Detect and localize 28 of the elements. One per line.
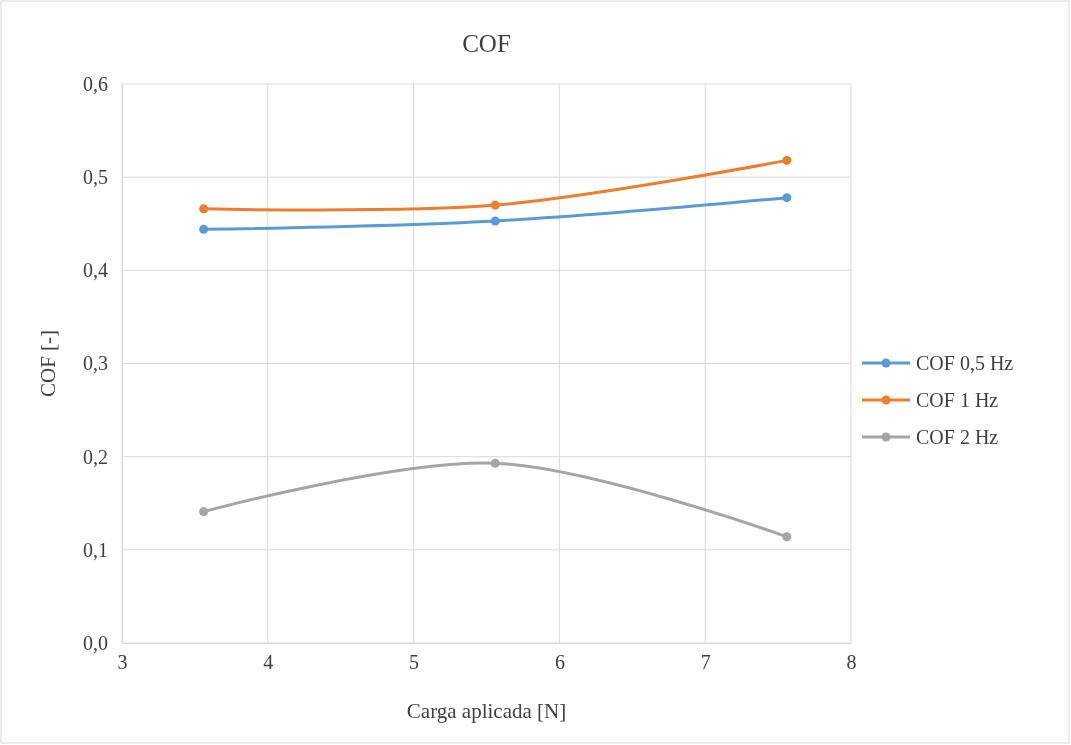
point: [490, 200, 500, 210]
point: [490, 458, 500, 468]
x-tick-label: 6: [554, 651, 565, 674]
y-axis-title: COF [-]: [36, 329, 60, 398]
point: [782, 193, 792, 203]
x-axis-title: Carga aplicada [N]: [406, 699, 567, 723]
point: [199, 507, 209, 517]
x-tick-label: 4: [263, 651, 274, 674]
legend-label: COF 1 Hz: [916, 389, 999, 411]
x-tick-label: 5: [409, 651, 420, 674]
point: [782, 532, 792, 542]
y-tick-label: 0,1: [83, 538, 108, 561]
point: [199, 204, 209, 214]
y-tick-label: 0,5: [83, 166, 108, 189]
y-tick-label: 0,2: [83, 445, 108, 468]
point: [199, 224, 209, 234]
y-tick-label: 0,4: [83, 259, 108, 282]
x-tick-label: 8: [846, 651, 857, 674]
chart-title: COF: [462, 30, 511, 57]
point: [782, 155, 792, 165]
legend-label: COF 2 Hz: [916, 426, 999, 448]
x-tick-label: 7: [700, 651, 711, 674]
y-tick-label: 0,3: [83, 352, 108, 375]
y-tick-label: 0,0: [83, 631, 108, 654]
point: [490, 216, 500, 226]
y-tick-label: 0,6: [83, 72, 108, 95]
legend-label: COF 0,5 Hz: [916, 352, 1014, 374]
x-tick-label: 3: [117, 651, 128, 674]
